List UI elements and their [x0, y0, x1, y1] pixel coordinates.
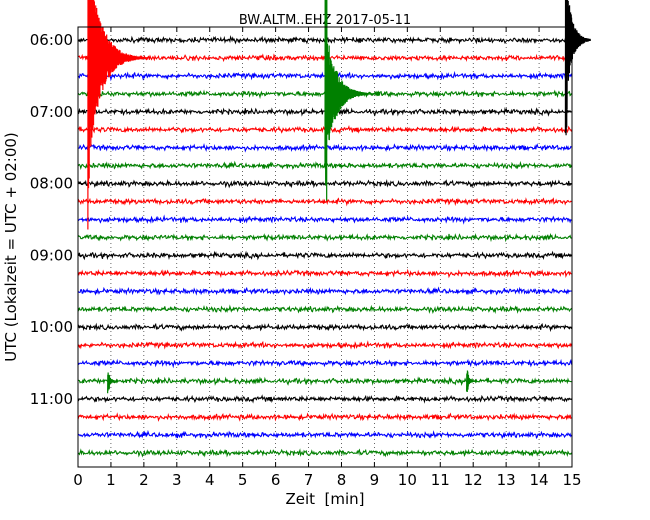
y-tick-label: 11:00 [30, 390, 73, 408]
seismic-trace [77, 412, 572, 422]
x-tick-label: 14 [530, 471, 549, 489]
seismic-trace [77, 232, 572, 243]
y-tick-label: 06:00 [30, 31, 73, 49]
x-tick-label: 0 [73, 471, 83, 489]
x-tick-label: 4 [205, 471, 215, 489]
y-axis: 06:00 07:00 08:00 09:00 10:00 11:00 [30, 31, 572, 408]
grid-lines [110, 27, 540, 467]
seismic-trace [77, 358, 573, 369]
seismic-event [107, 372, 119, 394]
seismic-trace [77, 304, 572, 315]
x-tick-label: 6 [271, 471, 281, 489]
seismic-event [87, 0, 149, 230]
seismic-trace [77, 268, 572, 279]
x-tick-label: 8 [337, 471, 347, 489]
seismic-trace [77, 322, 572, 333]
y-tick-label: 09:00 [30, 246, 73, 264]
x-tick-label: 1 [106, 471, 116, 489]
x-tick-label: 10 [398, 471, 417, 489]
y-tick-label: 10:00 [30, 318, 73, 336]
x-axis-label: Zeit [min] [285, 490, 364, 508]
x-tick-label: 11 [431, 471, 450, 489]
seismic-trace [77, 376, 572, 386]
seismic-trace [77, 429, 572, 440]
x-tick-label: 9 [370, 471, 380, 489]
seismic-trace [77, 340, 573, 350]
x-tick-label: 13 [497, 471, 516, 489]
y-axis-label: UTC (Lokalzeit = UTC + 02:00) [2, 132, 20, 362]
x-tick-label: 2 [139, 471, 149, 489]
y-tick-label: 08:00 [30, 175, 73, 193]
seismic-trace [77, 250, 572, 261]
x-tick-label: 7 [304, 471, 314, 489]
seismic-trace [77, 448, 572, 458]
x-tick-label: 3 [172, 471, 182, 489]
trace-group [77, 0, 592, 458]
seismic-event [564, 0, 592, 136]
seismic-trace [77, 394, 572, 404]
y-tick-label: 07:00 [30, 103, 73, 121]
seismic-event [324, 0, 381, 201]
plot-frame [77, 26, 573, 468]
x-tick-label: 5 [238, 471, 248, 489]
seismic-event [466, 370, 478, 393]
seismic-trace [77, 214, 572, 225]
seismic-trace [77, 179, 572, 189]
seismic-trace [77, 197, 572, 207]
x-tick-label: 15 [562, 471, 581, 489]
x-tick-label: 12 [464, 471, 483, 489]
seismic-trace [77, 286, 572, 296]
x-axis: 0 1 2 3 4 5 6 7 8 9 10 11 12 13 14 15 [73, 27, 582, 489]
